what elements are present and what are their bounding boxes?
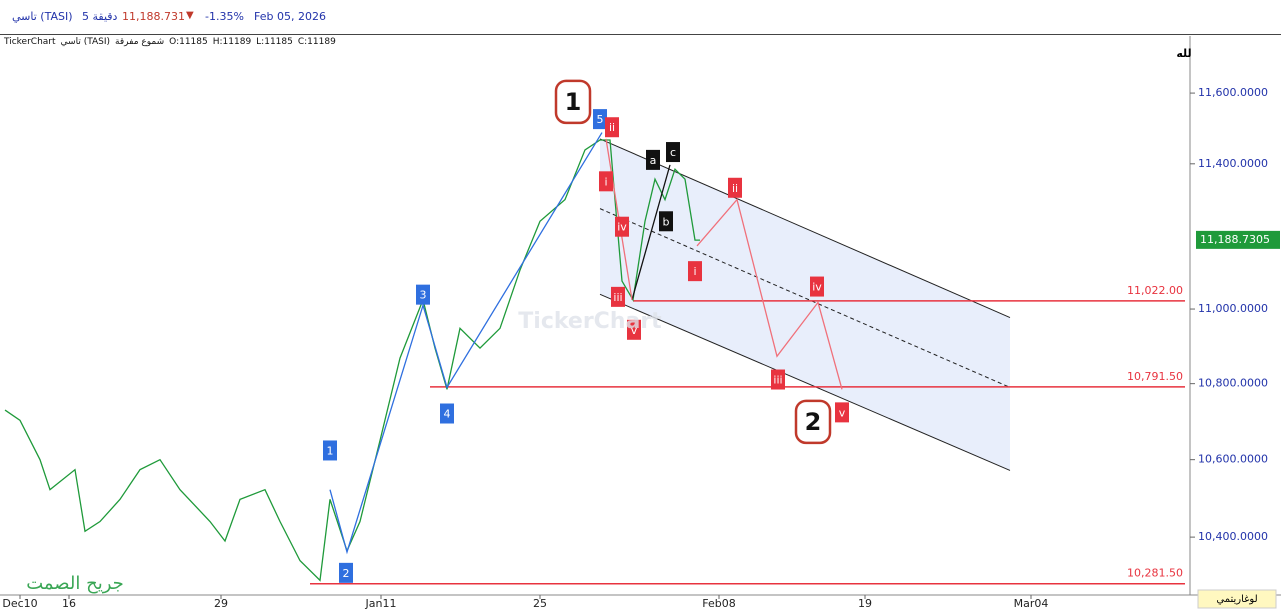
wave-label: iii — [613, 291, 622, 304]
x-tick-label: 25 — [533, 597, 547, 610]
style: شموع مفرقة — [115, 37, 165, 47]
level-label: 11,022.00 — [1127, 284, 1183, 297]
wave-label: 1 — [565, 88, 582, 116]
level-label: 10,791.50 — [1127, 370, 1183, 383]
wave-label: b — [663, 215, 670, 228]
x-tick-label: 16 — [62, 597, 76, 610]
down-arrow: ▼ — [186, 10, 194, 21]
low: L:11185 — [256, 37, 293, 47]
price: 11,188.731 — [122, 10, 185, 23]
wave-label: i — [604, 175, 607, 188]
y-tick-label: 11,000.0000 — [1198, 302, 1268, 315]
wave-label: i — [693, 265, 696, 278]
watermark: TickerChart — [518, 309, 662, 334]
y-tick-label: 10,600.0000 — [1198, 453, 1268, 466]
wave-box — [666, 142, 680, 163]
date: Feb 05, 2026 — [254, 10, 326, 23]
last-price-box — [1196, 230, 1280, 249]
wave-box — [728, 177, 742, 198]
wave-box — [323, 440, 337, 461]
wave-label: 4 — [444, 408, 451, 421]
wave-path — [631, 164, 671, 300]
wave-box — [810, 276, 824, 297]
wave-label: 3 — [420, 289, 427, 302]
x-tick-label: 29 — [214, 597, 228, 610]
interval: 5 دقيقة — [82, 10, 118, 23]
wave-circle — [554, 79, 592, 125]
wave-box — [659, 211, 673, 232]
name: تاسي (TASI) — [60, 37, 111, 47]
channel-lower — [599, 293, 1011, 471]
wave-box — [627, 319, 641, 340]
y-tick-label: 10,400.0000 — [1198, 530, 1268, 543]
y-tick-label: 10,800.0000 — [1198, 377, 1268, 390]
change: -1.35% — [205, 10, 244, 23]
wave-label: 2 — [343, 567, 350, 580]
header: تاسي (TASI) 5 دقيقة 11,188.731 ▼ -1.35% … — [0, 0, 1281, 35]
x-tick-label: Mar04 — [1014, 597, 1049, 610]
x-tick-label: Jan11 — [365, 597, 397, 610]
open: O:11185 — [169, 37, 208, 47]
wave-box — [416, 284, 430, 305]
last-price-label: 11,188.7305 — [1200, 233, 1270, 246]
wave-box — [611, 286, 625, 307]
wave-label: 2 — [805, 408, 822, 436]
price-line — [4, 139, 700, 582]
source: TickerChart — [4, 37, 56, 47]
wave-box — [646, 149, 660, 170]
wave-label: iv — [617, 221, 627, 234]
symbol: تاسي (TASI) — [12, 10, 73, 23]
wave-box — [771, 369, 785, 390]
wave-circle — [794, 399, 832, 445]
scale-button-label[interactable]: لوغاريتمي — [1216, 594, 1257, 605]
wave-label: ii — [732, 182, 738, 195]
wave-label: v — [839, 406, 846, 419]
wave-box — [688, 261, 702, 282]
wave-box — [593, 109, 607, 130]
channel-middle — [599, 208, 1011, 388]
close: C:11189 — [297, 37, 336, 47]
y-tick-label: 11,600.0000 — [1198, 86, 1268, 99]
info-line: TickerChart تاسي (TASI) شموع مفرقة O:11185 H… — [4, 37, 341, 47]
x-tick-label: Feb08 — [702, 597, 735, 610]
wave-label: iii — [773, 374, 782, 387]
wave-label: ii — [609, 121, 615, 134]
scale-button[interactable] — [1197, 589, 1277, 609]
wave-box — [440, 403, 454, 424]
level-label: 10,281.50 — [1127, 567, 1183, 580]
icon: لله — [1176, 47, 1191, 60]
wave-label: 1 — [327, 444, 334, 457]
x-tick-label: 19 — [858, 597, 872, 610]
wave-label: a — [650, 154, 657, 167]
signature: جريح الصمت — [26, 573, 124, 594]
wave-path — [329, 132, 603, 555]
wave-box — [835, 402, 849, 423]
wave-label: 5 — [597, 113, 604, 126]
wave-path — [696, 198, 843, 390]
y-tick-label: 11,400.0000 — [1198, 157, 1268, 170]
high: H:11189 — [212, 37, 252, 47]
x-tick-label: Dec10 — [2, 597, 37, 610]
wave-label: iv — [812, 281, 822, 294]
wave-box — [605, 117, 619, 138]
wave-label: c — [670, 146, 676, 159]
wave-box — [615, 216, 629, 237]
wave-label: v — [631, 324, 638, 337]
wave-box — [339, 562, 353, 583]
wave-box — [599, 171, 613, 192]
